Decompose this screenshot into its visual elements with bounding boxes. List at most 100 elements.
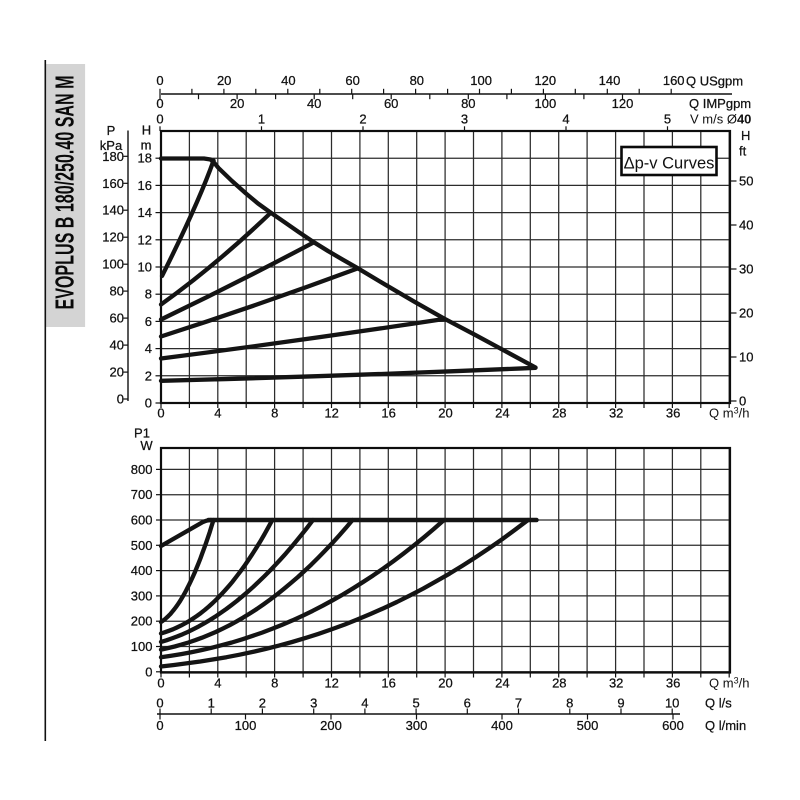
svg-text:40: 40 — [307, 96, 321, 111]
svg-text:1: 1 — [208, 696, 215, 711]
svg-text:20: 20 — [110, 365, 124, 380]
svg-text:600: 600 — [662, 718, 684, 733]
svg-text:0: 0 — [156, 718, 163, 733]
svg-text:16: 16 — [381, 676, 395, 691]
svg-text:1: 1 — [258, 112, 265, 127]
svg-text:0: 0 — [156, 73, 163, 88]
svg-text:60: 60 — [345, 73, 359, 88]
svg-text:0: 0 — [739, 394, 746, 409]
svg-text:36: 36 — [666, 406, 680, 421]
svg-text:Q l/s: Q l/s — [705, 696, 732, 711]
svg-text:200: 200 — [320, 718, 342, 733]
svg-text:100: 100 — [470, 73, 492, 88]
svg-text:4: 4 — [562, 112, 569, 127]
svg-text:8: 8 — [271, 406, 278, 421]
svg-text:700: 700 — [131, 487, 153, 502]
svg-text:28: 28 — [552, 406, 566, 421]
svg-text:60: 60 — [110, 311, 124, 326]
svg-text:2: 2 — [259, 696, 266, 711]
svg-text:12: 12 — [324, 676, 338, 691]
svg-text:160: 160 — [663, 73, 685, 88]
svg-text:m: m — [141, 138, 152, 153]
svg-text:800: 800 — [131, 462, 153, 477]
svg-text:500: 500 — [577, 718, 599, 733]
svg-text:40: 40 — [281, 73, 295, 88]
svg-text:100: 100 — [131, 639, 153, 654]
svg-text:14: 14 — [138, 205, 152, 220]
svg-text:9: 9 — [617, 696, 624, 711]
svg-text:300: 300 — [406, 718, 428, 733]
svg-text:12: 12 — [138, 232, 152, 247]
svg-text:5: 5 — [412, 696, 419, 711]
svg-text:W: W — [140, 438, 153, 453]
svg-text:0: 0 — [156, 696, 163, 711]
svg-text:7: 7 — [515, 696, 522, 711]
svg-text:Q l/min: Q l/min — [705, 718, 746, 733]
svg-text:140: 140 — [102, 203, 124, 218]
svg-text:36: 36 — [666, 676, 680, 691]
svg-text:100: 100 — [235, 718, 257, 733]
svg-text:80: 80 — [461, 96, 475, 111]
svg-text:kPa: kPa — [100, 138, 123, 153]
svg-text:32: 32 — [609, 676, 623, 691]
svg-text:120: 120 — [534, 73, 556, 88]
svg-text:Q m3/h: Q m3/h — [709, 406, 749, 421]
svg-text:3: 3 — [461, 112, 468, 127]
svg-text:100: 100 — [102, 257, 124, 272]
svg-text:20: 20 — [739, 306, 753, 321]
svg-text:0: 0 — [157, 676, 164, 691]
svg-text:4: 4 — [361, 696, 368, 711]
svg-text:Q IMPgpm: Q IMPgpm — [689, 96, 751, 111]
svg-text:4: 4 — [214, 676, 221, 691]
svg-text:4: 4 — [145, 341, 152, 356]
svg-text:Q USgpm: Q USgpm — [686, 74, 743, 89]
svg-text:20: 20 — [438, 676, 452, 691]
svg-text:0: 0 — [156, 96, 163, 111]
svg-text:3: 3 — [310, 696, 317, 711]
svg-text:60: 60 — [384, 96, 398, 111]
svg-text:140: 140 — [599, 73, 621, 88]
svg-text:0: 0 — [117, 392, 124, 407]
svg-text:16: 16 — [381, 406, 395, 421]
svg-text:24: 24 — [495, 406, 509, 421]
svg-text:400: 400 — [491, 718, 513, 733]
svg-text:500: 500 — [131, 538, 153, 553]
svg-text:10: 10 — [138, 260, 152, 275]
svg-text:28: 28 — [552, 676, 566, 691]
svg-text:P: P — [107, 123, 116, 138]
svg-text:ft: ft — [739, 144, 747, 159]
svg-text:Q m3/h: Q m3/h — [709, 676, 749, 691]
svg-text:300: 300 — [131, 588, 153, 603]
svg-text:100: 100 — [535, 96, 557, 111]
svg-text:6: 6 — [464, 696, 471, 711]
svg-text:10: 10 — [665, 696, 679, 711]
svg-text:8: 8 — [145, 287, 152, 302]
svg-text:40: 40 — [110, 338, 124, 353]
svg-text:600: 600 — [131, 513, 153, 528]
svg-text:6: 6 — [145, 314, 152, 329]
svg-text:0: 0 — [157, 406, 164, 421]
svg-text:12: 12 — [324, 406, 338, 421]
svg-text:16: 16 — [138, 178, 152, 193]
svg-text:Δp-v Curves: Δp-v Curves — [624, 155, 715, 173]
svg-text:120: 120 — [102, 230, 124, 245]
svg-text:P1: P1 — [134, 426, 150, 441]
svg-text:80: 80 — [110, 284, 124, 299]
svg-text:50: 50 — [739, 174, 753, 189]
svg-text:0: 0 — [145, 396, 152, 411]
svg-text:8: 8 — [271, 676, 278, 691]
svg-text:30: 30 — [739, 262, 753, 277]
svg-text:200: 200 — [131, 614, 153, 629]
svg-text:180: 180 — [102, 149, 124, 164]
svg-text:H: H — [142, 123, 151, 138]
svg-text:EVOPLUS B 180/250.40 SAN M: EVOPLUS B 180/250.40 SAN M — [50, 76, 80, 310]
svg-text:80: 80 — [410, 73, 424, 88]
svg-text:20: 20 — [230, 96, 244, 111]
svg-text:0: 0 — [156, 112, 163, 127]
svg-text:24: 24 — [495, 676, 509, 691]
svg-text:40: 40 — [739, 218, 753, 233]
svg-text:18: 18 — [138, 151, 152, 166]
svg-text:20: 20 — [438, 406, 452, 421]
svg-text:160: 160 — [102, 176, 124, 191]
svg-text:2: 2 — [359, 112, 366, 127]
